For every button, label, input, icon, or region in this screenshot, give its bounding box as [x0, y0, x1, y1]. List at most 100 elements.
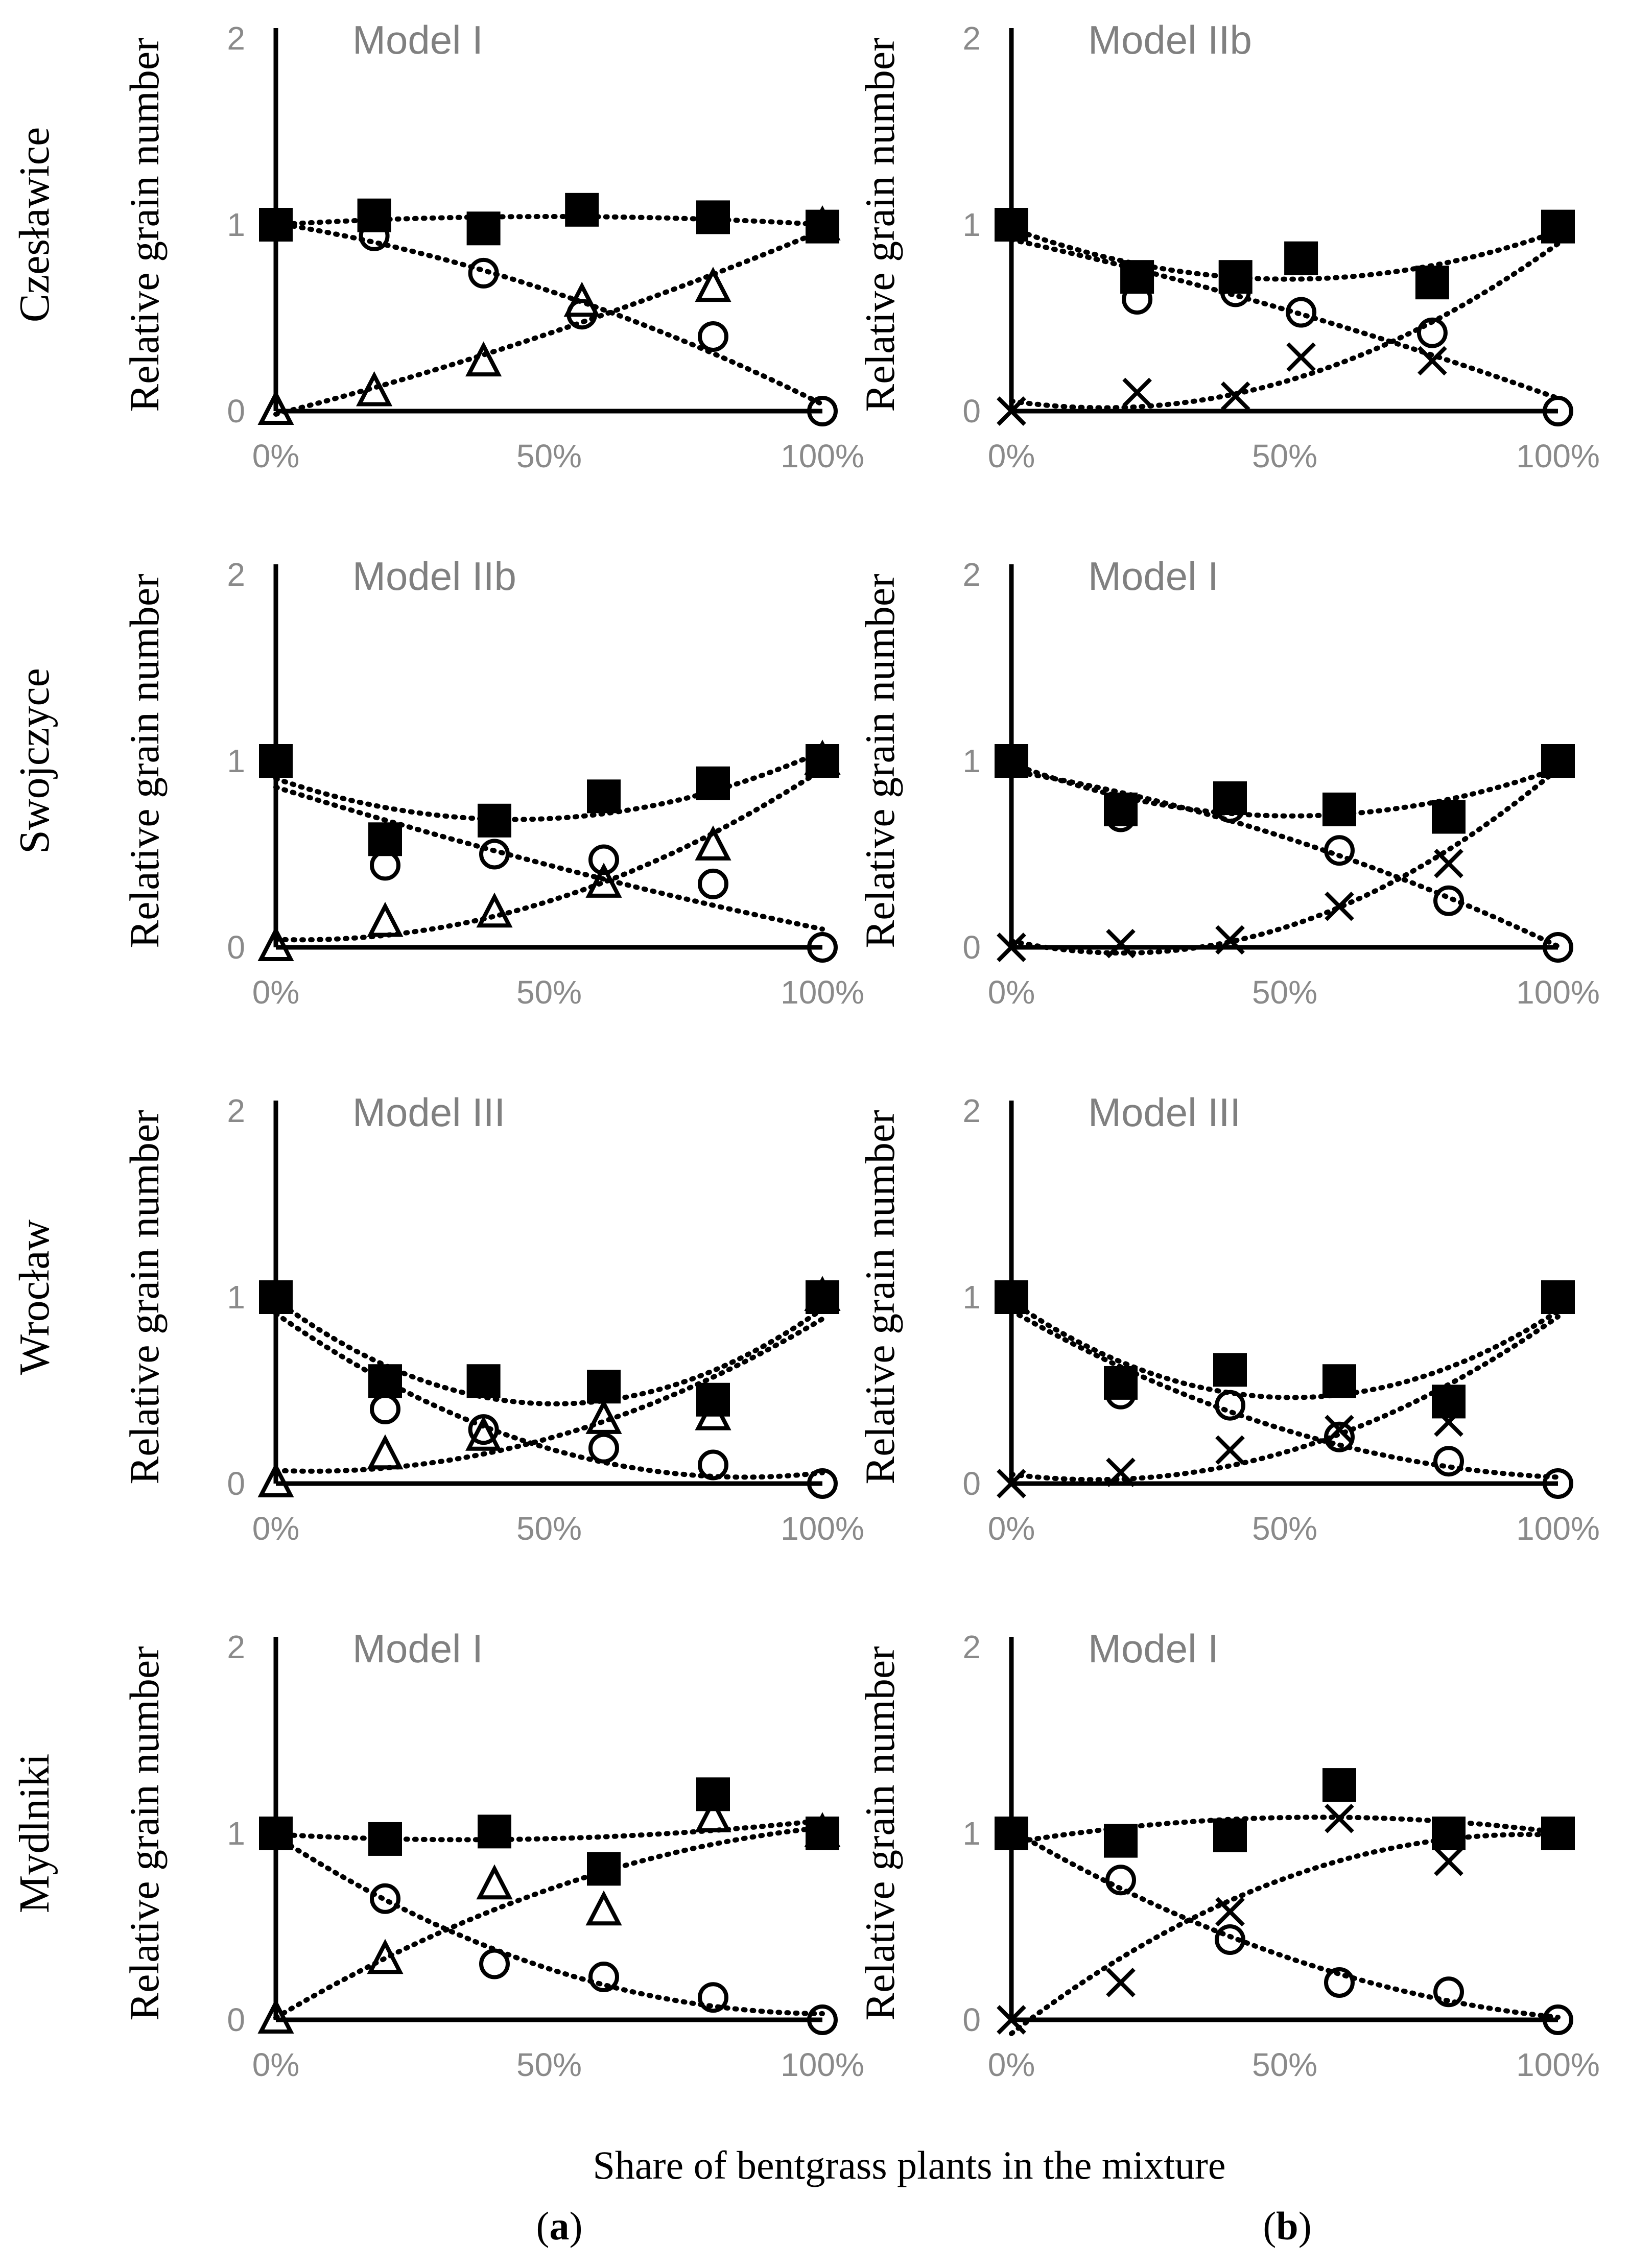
- data-point-total: [587, 1370, 621, 1404]
- data-point-total: [1432, 1384, 1466, 1419]
- trend-line-crop: [273, 784, 825, 932]
- trend-line-crop: [273, 1833, 825, 2016]
- data-point-total: [368, 1364, 402, 1398]
- y-tick-label: 2: [227, 556, 245, 593]
- site-labels-group: Czesławice Swojczyce Wrocław Mydlniki: [11, 127, 58, 1914]
- data-point-bentgrass: [476, 1864, 513, 1900]
- trend-line-total: [1009, 226, 1561, 282]
- data-point-crop: [1105, 1865, 1136, 1896]
- trend-line-total: [1009, 761, 1561, 819]
- data-point-crop: [807, 932, 838, 963]
- data-point-total: [1415, 266, 1449, 300]
- data-point-total: [1218, 260, 1253, 294]
- y-tick-label: 0: [227, 929, 245, 966]
- data-point-crop: [588, 844, 619, 875]
- trend-line-total: [273, 1297, 825, 1406]
- data-point-total: [1104, 792, 1138, 826]
- trend-line-total: [273, 749, 825, 822]
- data-point-crop: [1324, 835, 1355, 866]
- y-tick-label: 0: [227, 393, 245, 429]
- trend-line-bentgrass: [273, 1316, 825, 1474]
- x-tick-label: 100%: [1516, 438, 1600, 474]
- x-tick-label: 0%: [252, 2046, 300, 2083]
- panel-wroclaw-a: 0 1 2 0% 50% 100% Relative grain number Model I…: [121, 1090, 864, 1547]
- data-point-bentgrass: [1434, 1846, 1463, 1876]
- data-point-bentgrass: [1106, 1458, 1136, 1487]
- data-point-bentgrass: [695, 1797, 731, 1832]
- data-point-bentgrass: [1215, 925, 1245, 955]
- data-point-bentgrass: [257, 1998, 294, 2034]
- data-point-crop: [1215, 1390, 1245, 1421]
- x-tick-label: 100%: [781, 438, 864, 474]
- trend-line-bentgrass: [1009, 1832, 1561, 2036]
- data-point-bentgrass: [997, 933, 1026, 962]
- y-tick-label: 0: [962, 929, 981, 966]
- data-point-total: [587, 1852, 621, 1886]
- data-point-crop: [807, 2004, 838, 2035]
- site-label: Swojczyce: [11, 668, 58, 854]
- data-point-crop: [698, 321, 728, 352]
- x-tick-label: 100%: [781, 974, 864, 1011]
- data-point-total: [259, 208, 293, 242]
- data-point-total: [1213, 1353, 1247, 1387]
- data-point-bentgrass: [1122, 377, 1152, 408]
- panel-czeslawice-a: 0 1 2 0% 50% 100% Relative grain number Model I: [121, 17, 864, 474]
- data-point-total: [478, 1815, 511, 1849]
- trend-line-crop: [1009, 1827, 1561, 2020]
- y-tick-label: 2: [962, 20, 981, 57]
- data-point-bentgrass: [465, 341, 502, 377]
- data-point-crop: [1543, 396, 1573, 426]
- panel-mydlniki-a: 0 1 2 0% 50% 100% Relative grain number Model I: [121, 1626, 864, 2083]
- panel-mydlniki-b: 0 1 2 0% 50% 100% Relative grain number Model I: [857, 1626, 1600, 2083]
- data-point-total: [806, 209, 839, 244]
- site-label: Wrocław: [11, 1219, 58, 1375]
- y-tick-label: 1: [962, 1279, 981, 1316]
- data-point-crop: [698, 1982, 728, 2013]
- data-point-bentgrass: [356, 371, 393, 407]
- data-point-total: [1213, 1818, 1247, 1852]
- data-point-bentgrass: [997, 396, 1026, 426]
- data-point-total: [259, 1817, 293, 1850]
- column-label-a: (a): [536, 2204, 583, 2248]
- data-point-total: [696, 1777, 730, 1811]
- data-point-total: [995, 1817, 1028, 1850]
- data-point-total: [587, 779, 621, 814]
- data-point-total: [1322, 1768, 1356, 1802]
- y-tick-label: 2: [227, 1629, 245, 1665]
- data-point-bentgrass: [585, 863, 622, 898]
- y-tick-label: 2: [962, 556, 981, 593]
- x-tick-label: 50%: [1252, 974, 1317, 1011]
- data-point-crop: [1215, 1924, 1245, 1955]
- trend-line-bentgrass: [1009, 241, 1561, 411]
- x-tick-label: 100%: [1516, 2046, 1600, 2083]
- data-point-bentgrass: [695, 267, 731, 302]
- model-label: Model I: [1088, 554, 1219, 599]
- data-point-crop: [698, 868, 728, 899]
- data-point-total: [1213, 781, 1247, 815]
- data-point-total: [696, 200, 730, 234]
- data-point-crop: [479, 1948, 510, 1979]
- data-point-total: [368, 822, 402, 856]
- trend-line-bentgrass: [1009, 766, 1561, 956]
- model-label: Model III: [352, 1090, 505, 1135]
- data-point-total: [806, 1280, 839, 1314]
- data-point-bentgrass: [695, 825, 731, 861]
- data-point-total: [466, 211, 501, 246]
- data-point-bentgrass: [1418, 346, 1447, 376]
- data-point-bentgrass: [1325, 1803, 1354, 1833]
- data-point-bentgrass: [1434, 848, 1463, 878]
- data-point-total: [259, 744, 293, 778]
- data-point-total: [995, 1280, 1028, 1314]
- data-point-bentgrass: [367, 1939, 404, 1974]
- data-point-total: [1104, 1366, 1138, 1400]
- x-tick-label: 0%: [988, 438, 1035, 474]
- data-point-bentgrass: [367, 901, 404, 937]
- y-tick-label: 0: [227, 2001, 245, 2038]
- x-tick-label: 0%: [252, 1510, 300, 1547]
- y-axis-title: Relative grain number: [121, 37, 168, 412]
- trend-line-total: [273, 1818, 825, 1843]
- data-point-crop: [370, 1394, 400, 1424]
- data-point-bentgrass: [1220, 381, 1250, 411]
